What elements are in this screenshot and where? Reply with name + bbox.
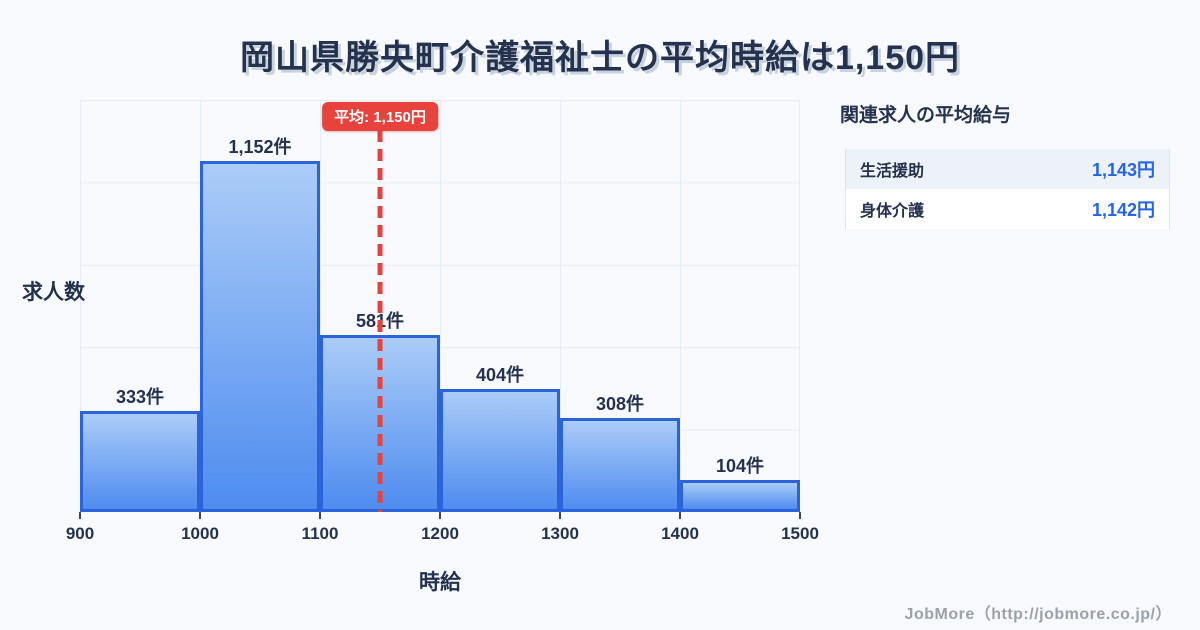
x-axis-label: 時給 xyxy=(419,571,461,594)
tick-label: 1000 xyxy=(181,524,219,543)
tick-mark xyxy=(439,512,441,519)
related-job-label: 身体介護 xyxy=(860,203,925,220)
tick-label: 1500 xyxy=(781,524,819,543)
bar-value-label: 1,152件 xyxy=(228,137,292,157)
bar-1200-1300: 404件 xyxy=(440,365,560,512)
x-axis-ticks: 900 1000 1100 1200 1300 1400 1500 xyxy=(66,512,819,552)
tick-label: 1400 xyxy=(661,524,699,543)
tick-label: 1100 xyxy=(301,524,339,543)
bar-1000-1100: 1,152件 xyxy=(200,137,320,512)
page-title: 岡山県勝央町介護福祉士の平均時給は1,150円 xyxy=(239,39,961,77)
related-job-value: 1,142円 xyxy=(1091,200,1155,220)
bar-900-1000: 333件 xyxy=(80,387,200,512)
related-jobs-table: 生活援助 1,143円身体介護 1,142円 xyxy=(845,149,1170,229)
bar-value-label: 308件 xyxy=(595,394,645,414)
tick-mark xyxy=(799,512,801,519)
related-jobs-heading: 関連求人の平均給与 xyxy=(840,105,1012,126)
related-job-row: 生活援助 1,143円 xyxy=(846,149,1169,189)
related-jobs-panel: 関連求人の平均給与 生活援助 1,143円身体介護 1,142円 xyxy=(840,100,1170,229)
related-job-row: 身体介護 1,142円 xyxy=(846,189,1169,229)
bar-1400-1500: 104件 xyxy=(680,456,800,512)
bar-value-label: 104件 xyxy=(715,456,765,476)
tick-mark xyxy=(559,512,561,519)
tick-label: 1200 xyxy=(421,524,459,543)
y-axis-label: 求人数 xyxy=(22,281,85,304)
tick-mark xyxy=(79,512,81,519)
related-job-value: 1,143円 xyxy=(1091,160,1155,180)
tick-mark xyxy=(199,512,201,519)
tick-mark xyxy=(319,512,321,519)
tick-mark xyxy=(679,512,681,519)
tick-label: 1300 xyxy=(541,524,579,543)
bar-value-label: 404件 xyxy=(475,365,525,385)
average-line xyxy=(377,130,383,512)
bar-value-label: 333件 xyxy=(115,387,165,407)
tick-label: 900 xyxy=(65,524,95,543)
source-credit: JobMore（http://jobmore.co.jp/） xyxy=(904,606,1172,623)
bar-1300-1400: 308件 xyxy=(560,394,680,512)
related-job-label: 生活援助 xyxy=(860,163,925,180)
average-badge: 平均: 1,150円 xyxy=(322,102,438,131)
